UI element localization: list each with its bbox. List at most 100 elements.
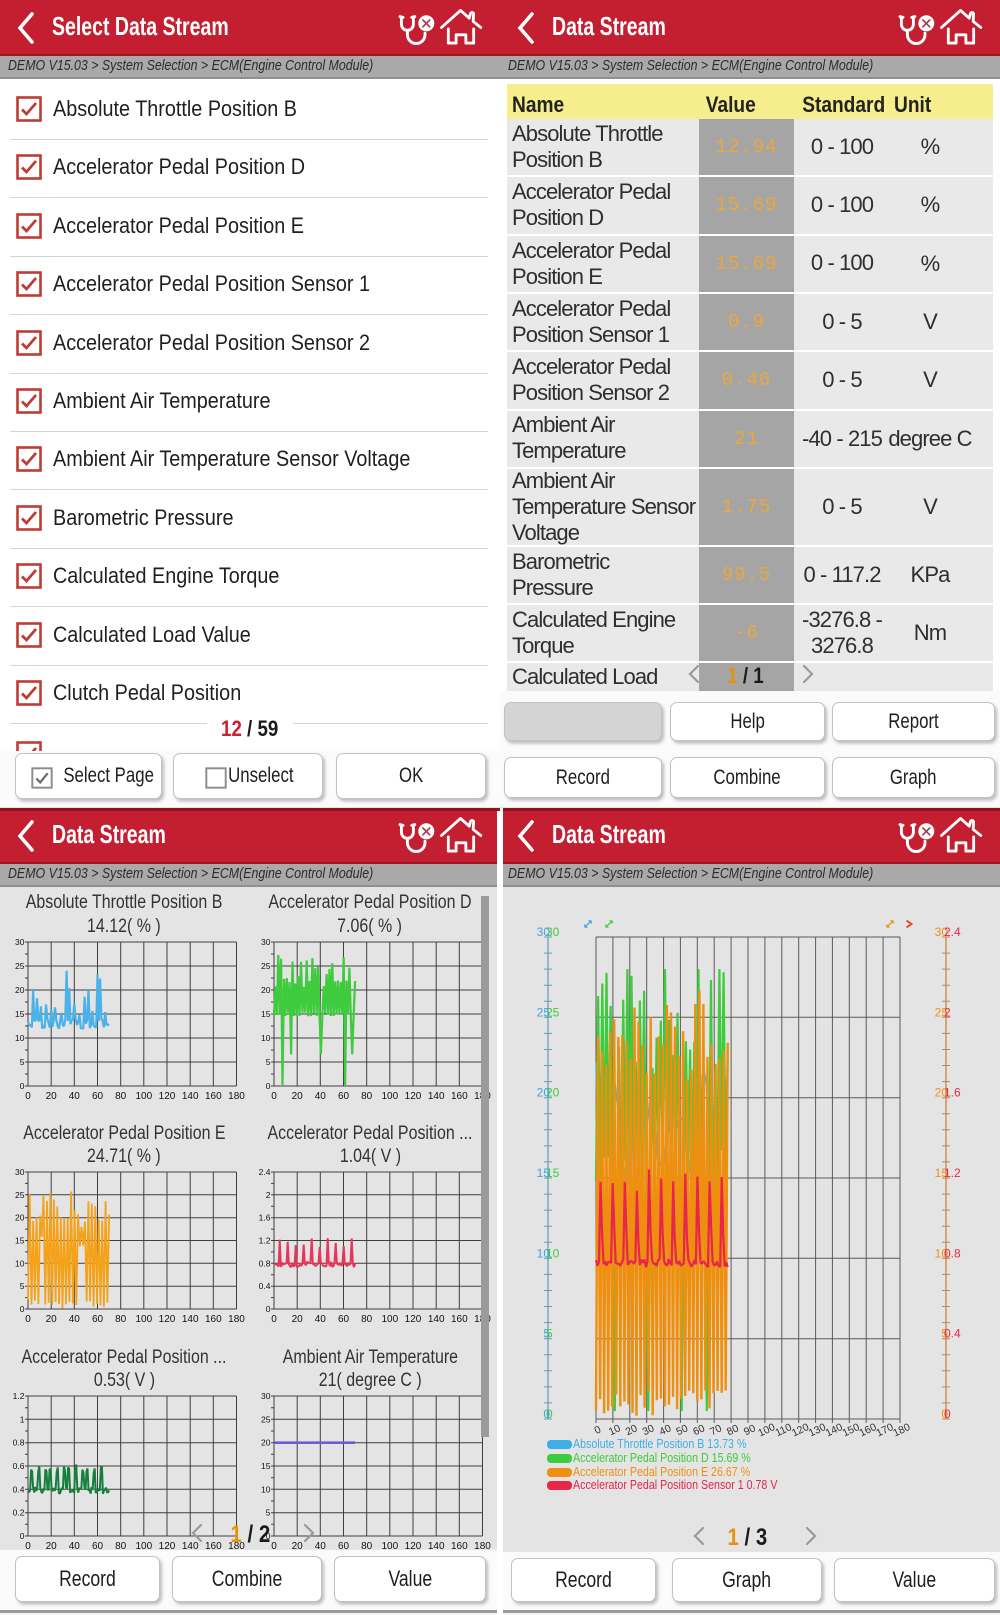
svg-text:100: 100 — [135, 1091, 152, 1102]
svg-text:70: 70 — [708, 1422, 724, 1438]
svg-text:1.2: 1.2 — [258, 1236, 270, 1246]
svg-text:60: 60 — [337, 1314, 349, 1325]
svg-text:0: 0 — [25, 1091, 31, 1102]
svg-text:1.2: 1.2 — [12, 1391, 24, 1401]
svg-text:0: 0 — [271, 1091, 277, 1102]
svg-text:0: 0 — [271, 1541, 277, 1552]
svg-text:0: 0 — [25, 1541, 31, 1552]
svg-text:40: 40 — [68, 1091, 80, 1102]
svg-text:10: 10 — [15, 1258, 25, 1268]
svg-text:20: 20 — [45, 1091, 57, 1102]
svg-text:120: 120 — [404, 1314, 421, 1325]
svg-text:25: 25 — [935, 1005, 949, 1019]
svg-text:1.6: 1.6 — [944, 1086, 961, 1100]
svg-text:20: 20 — [291, 1314, 303, 1325]
svg-text:140: 140 — [181, 1314, 198, 1325]
svg-text:0.8: 0.8 — [12, 1438, 24, 1448]
svg-text:0: 0 — [543, 1407, 550, 1421]
svg-text:80: 80 — [361, 1091, 373, 1102]
svg-text:40: 40 — [314, 1091, 326, 1102]
svg-text:40: 40 — [68, 1541, 80, 1552]
svg-text:0: 0 — [271, 1314, 277, 1325]
svg-text:0: 0 — [265, 1081, 270, 1091]
svg-text:20: 20 — [45, 1314, 57, 1325]
svg-text:40: 40 — [68, 1314, 80, 1325]
svg-text:120: 120 — [404, 1091, 421, 1102]
svg-text:80: 80 — [115, 1314, 127, 1325]
svg-text:60: 60 — [337, 1091, 349, 1102]
svg-text:0.8: 0.8 — [258, 1258, 270, 1268]
svg-text:0.4: 0.4 — [944, 1327, 961, 1341]
svg-text:100: 100 — [135, 1541, 152, 1552]
svg-text:100: 100 — [381, 1314, 398, 1325]
svg-text:20: 20 — [15, 985, 25, 995]
svg-text:20: 20 — [624, 1422, 640, 1438]
svg-text:140: 140 — [181, 1091, 198, 1102]
svg-text:5: 5 — [265, 1057, 270, 1067]
svg-text:30: 30 — [15, 1167, 25, 1177]
svg-text:100: 100 — [381, 1091, 398, 1102]
svg-text:5: 5 — [265, 1508, 270, 1518]
svg-text:40: 40 — [314, 1314, 326, 1325]
svg-text:5: 5 — [543, 1327, 550, 1341]
svg-text:5: 5 — [941, 1327, 948, 1341]
svg-text:160: 160 — [450, 1091, 467, 1102]
svg-text:20: 20 — [546, 1086, 560, 1100]
svg-text:15: 15 — [261, 1461, 271, 1471]
svg-text:20: 20 — [15, 1213, 25, 1223]
svg-text:140: 140 — [427, 1541, 444, 1552]
svg-text:180: 180 — [891, 1421, 912, 1439]
svg-text:1.6: 1.6 — [258, 1213, 270, 1223]
svg-text:160: 160 — [204, 1314, 221, 1325]
svg-text:30: 30 — [537, 925, 551, 939]
svg-text:10: 10 — [537, 1246, 551, 1260]
svg-text:80: 80 — [361, 1314, 373, 1325]
svg-text:0.4: 0.4 — [12, 1484, 24, 1494]
svg-text:30: 30 — [935, 925, 949, 939]
svg-text:10: 10 — [935, 1246, 949, 1260]
svg-text:40: 40 — [314, 1541, 326, 1552]
svg-text:140: 140 — [427, 1314, 444, 1325]
svg-text:180: 180 — [228, 1314, 245, 1325]
svg-text:10: 10 — [607, 1422, 623, 1438]
svg-text:5: 5 — [19, 1057, 24, 1067]
svg-text:120: 120 — [158, 1314, 175, 1325]
svg-text:60: 60 — [691, 1422, 707, 1438]
svg-text:50: 50 — [674, 1422, 690, 1438]
svg-text:2.4: 2.4 — [944, 925, 961, 939]
svg-text:10: 10 — [261, 1033, 271, 1043]
svg-text:20: 20 — [261, 1438, 271, 1448]
svg-text:60: 60 — [91, 1541, 103, 1552]
svg-text:15: 15 — [15, 1009, 25, 1019]
svg-text:0: 0 — [944, 1407, 951, 1421]
svg-text:30: 30 — [261, 1391, 271, 1401]
svg-text:60: 60 — [91, 1091, 103, 1102]
svg-text:25: 25 — [537, 1005, 551, 1019]
svg-text:15: 15 — [546, 1166, 560, 1180]
svg-text:10: 10 — [546, 1246, 560, 1260]
svg-text:0: 0 — [265, 1531, 270, 1541]
svg-text:2: 2 — [265, 1190, 270, 1200]
svg-text:0: 0 — [941, 1407, 948, 1421]
svg-text:20: 20 — [537, 1086, 551, 1100]
svg-text:0: 0 — [19, 1081, 24, 1091]
svg-text:0: 0 — [265, 1304, 270, 1314]
svg-text:20: 20 — [291, 1541, 303, 1552]
svg-text:1.2: 1.2 — [944, 1166, 961, 1180]
svg-text:180: 180 — [228, 1091, 245, 1102]
svg-text:20: 20 — [261, 985, 271, 995]
svg-text:180: 180 — [474, 1541, 491, 1552]
svg-text:5: 5 — [19, 1281, 24, 1291]
svg-text:30: 30 — [15, 937, 25, 947]
svg-text:60: 60 — [337, 1541, 349, 1552]
svg-text:30: 30 — [261, 937, 271, 947]
svg-text:2: 2 — [944, 1005, 951, 1019]
svg-text:120: 120 — [158, 1091, 175, 1102]
svg-text:140: 140 — [427, 1091, 444, 1102]
svg-text:25: 25 — [15, 961, 25, 971]
svg-text:0.6: 0.6 — [12, 1461, 24, 1471]
svg-text:2.4: 2.4 — [258, 1167, 270, 1177]
svg-text:15: 15 — [537, 1166, 551, 1180]
svg-text:20: 20 — [45, 1541, 57, 1552]
svg-text:10: 10 — [15, 1033, 25, 1043]
